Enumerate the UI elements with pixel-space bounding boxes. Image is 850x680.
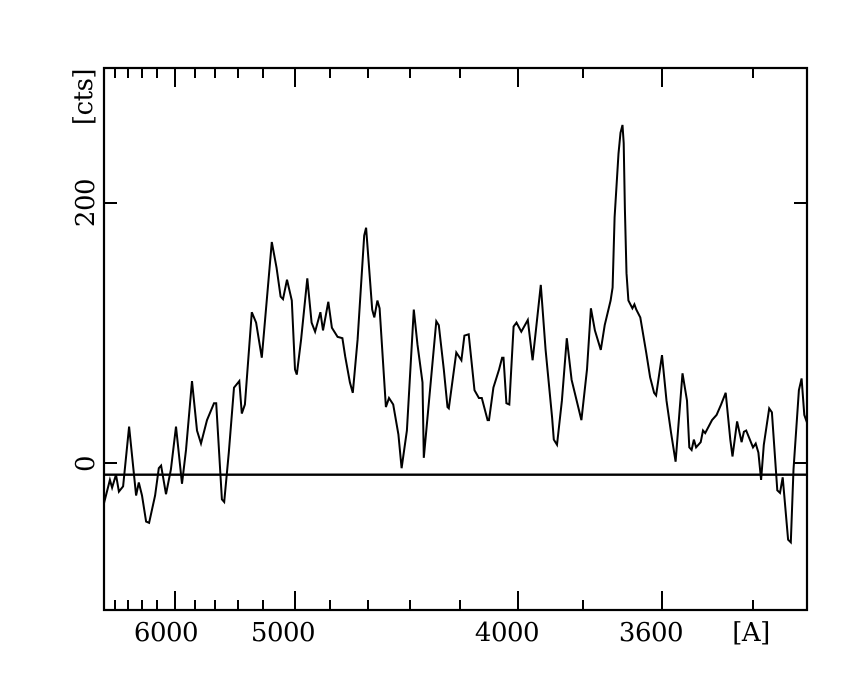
plot-frame: [102, 66, 809, 612]
chart-layer: [102, 66, 809, 612]
y-tick-label-0: 0: [71, 456, 101, 472]
x-tick-label-6000: 6000: [134, 618, 198, 648]
x-tick-label-4000: 4000: [475, 618, 539, 648]
y-tick-label-200: 200: [71, 179, 101, 227]
x-axis-unit-label: [A]: [732, 618, 770, 648]
x-tick-label-3600: 3600: [619, 618, 683, 648]
spectrum-line: [103, 124, 808, 545]
axis-labels: [cts] 200 0 6000 5000 4000 3600 [A]: [69, 69, 770, 648]
y-axis-unit-label: [cts]: [69, 69, 99, 125]
x-tick-label-5000: 5000: [251, 618, 315, 648]
